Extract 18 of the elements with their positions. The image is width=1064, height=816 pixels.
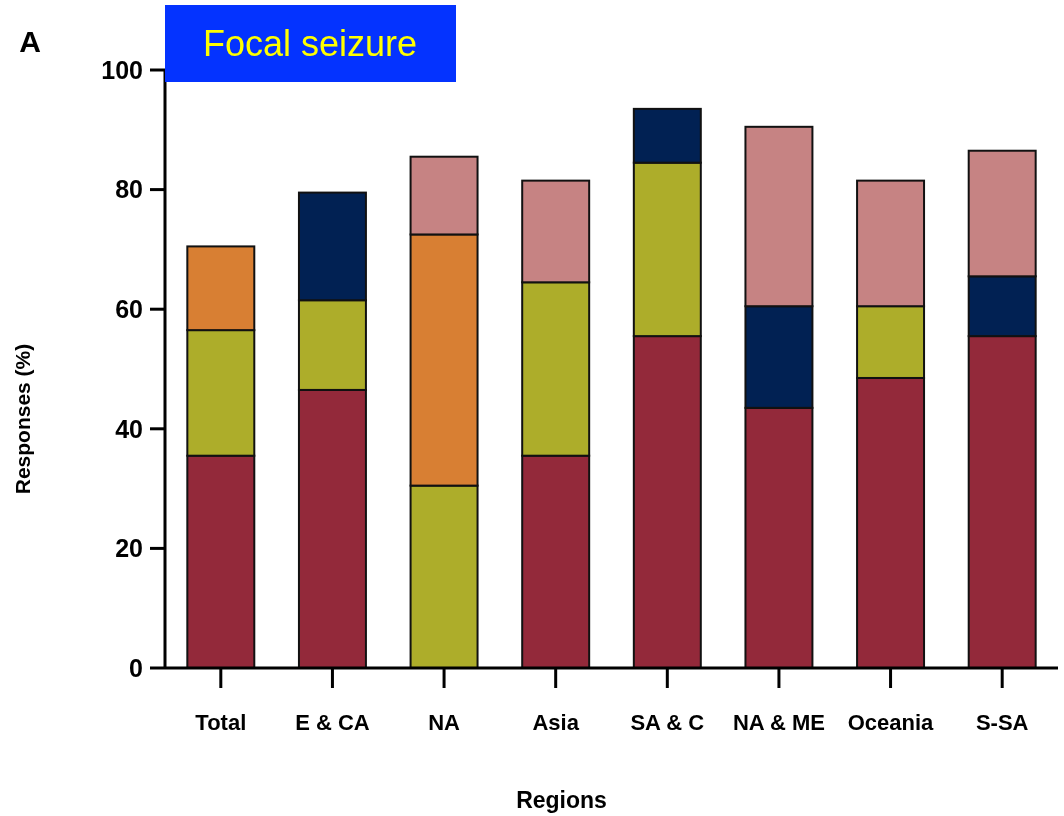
- x-axis-title: Regions: [516, 787, 607, 813]
- y-axis-title: Responses (%): [11, 343, 34, 495]
- chart-title: Focal seizure: [202, 22, 418, 64]
- y-tick-label: 0: [129, 653, 143, 682]
- x-tick-label: Total: [195, 710, 247, 735]
- y-tick-label: 40: [115, 414, 143, 443]
- x-tick-label: Asia: [532, 710, 580, 735]
- x-tick-label: E & CA: [295, 710, 370, 735]
- x-tick-label: NA: [428, 710, 461, 735]
- x-tick-label: NA & ME: [732, 710, 825, 735]
- x-tick-label: Oceania: [847, 710, 935, 735]
- y-tick-label: 80: [115, 175, 143, 204]
- y-tick-label: 60: [115, 294, 143, 323]
- y-tick-label: 20: [115, 534, 143, 563]
- x-tick-label: S-SA: [975, 710, 1029, 735]
- x-tick-label: SA & C: [630, 710, 705, 735]
- y-tick-label: 100: [101, 55, 143, 84]
- text: A: [19, 25, 41, 58]
